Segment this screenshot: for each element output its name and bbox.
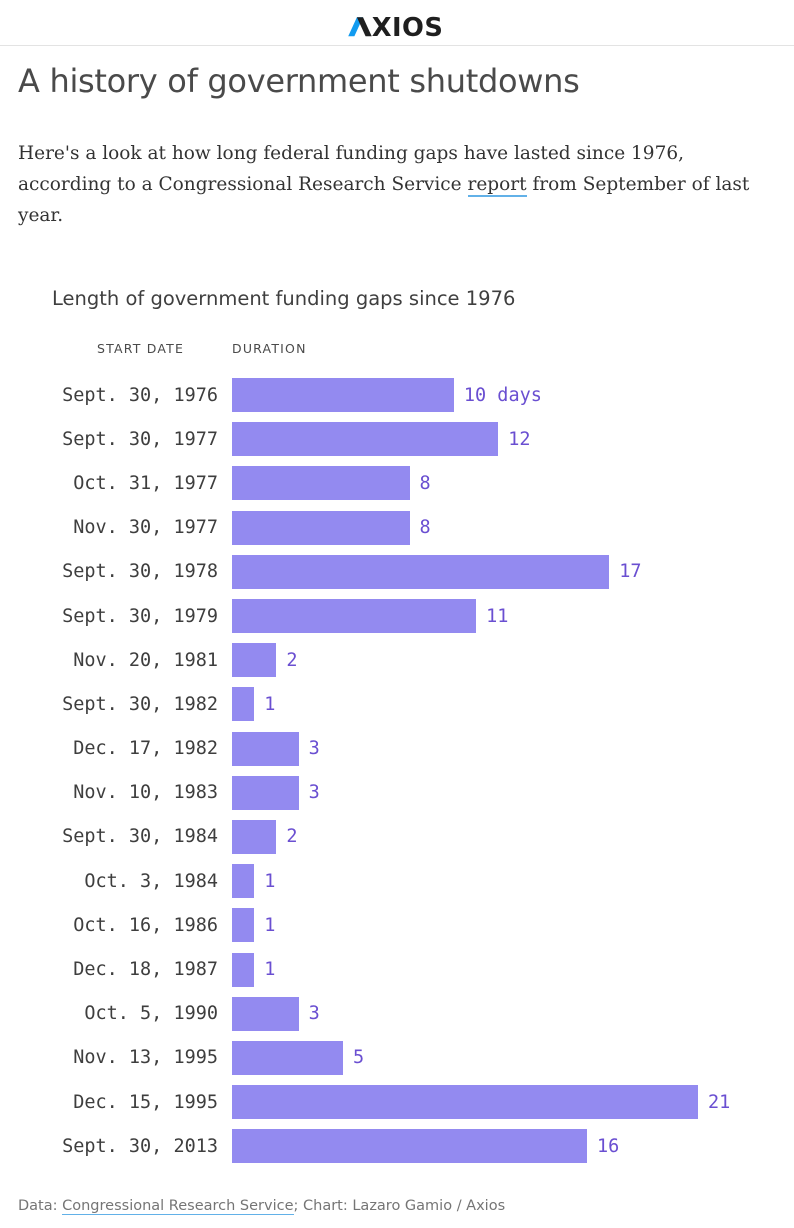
- row-start-date: Nov. 30, 1977: [73, 517, 218, 539]
- report-link[interactable]: report: [467, 174, 527, 197]
- duration-value-label: 21: [708, 1091, 731, 1113]
- row-start-date: Nov. 20, 1981: [73, 649, 218, 671]
- row-start-date: Sept. 30, 1982: [62, 693, 218, 715]
- column-header-duration: DURATION: [232, 341, 307, 356]
- intro-text-before: Here's a look at how long federal fundin…: [18, 143, 684, 195]
- chart-row: Nov. 10, 1983 3: [18, 771, 776, 815]
- duration-value-label: 1: [264, 914, 276, 936]
- chart-row: Dec. 15, 1995 21: [18, 1080, 776, 1124]
- duration-bar: [232, 510, 410, 545]
- duration-bar: [232, 819, 277, 854]
- chart-title: Length of government funding gaps since …: [52, 287, 516, 310]
- duration-value-label: 3: [308, 782, 320, 804]
- duration-bar: [232, 775, 299, 810]
- duration-value-label: 8: [419, 472, 431, 494]
- duration-value-label: 3: [308, 738, 320, 760]
- row-start-date: Oct. 31, 1977: [73, 472, 218, 494]
- chart-row: Sept. 30, 1977 12: [18, 417, 776, 461]
- chart-row: Dec. 18, 1987 1: [18, 947, 776, 991]
- chart-row: Oct. 16, 1986 1: [18, 903, 776, 947]
- row-start-date: Dec. 15, 1995: [73, 1091, 218, 1113]
- chart-row: Sept. 30, 1984 2: [18, 815, 776, 859]
- row-start-date: Oct. 16, 1986: [73, 914, 218, 936]
- footer-suffix: ; Chart: Lazaro Gamio / Axios: [293, 1198, 506, 1215]
- intro-text-after: from September of last year.: [18, 174, 750, 226]
- duration-value-label: 5: [353, 1047, 365, 1069]
- row-start-date: Sept. 30, 1976: [62, 384, 218, 406]
- chart-row: Oct. 3, 1984 1: [18, 859, 776, 903]
- page-title: A history of government shutdowns: [18, 62, 580, 100]
- duration-bar: [232, 1085, 698, 1120]
- chart-row: Dec. 17, 1982 3: [18, 727, 776, 771]
- row-start-date: Sept. 30, 1984: [62, 826, 218, 848]
- chart-row: Nov. 20, 1981 2: [18, 638, 776, 682]
- article: A history of government shutdowns Here's…: [0, 61, 794, 1228]
- intro-paragraph: Here's a look at how long federal fundin…: [18, 138, 768, 231]
- row-start-date: Sept. 30, 1978: [62, 561, 218, 583]
- duration-value-label: 1: [264, 870, 276, 892]
- duration-value-label: 12: [508, 428, 531, 450]
- axios-logo-letters: XIOS: [372, 13, 444, 38]
- row-start-date: Nov. 10, 1983: [73, 782, 218, 804]
- duration-value-label: 17: [619, 561, 642, 583]
- duration-value-label: 11: [486, 605, 509, 627]
- duration-bar: [232, 1040, 343, 1075]
- axios-logo[interactable]: XIOS: [346, 10, 448, 38]
- duration-value-label: 8: [419, 517, 431, 539]
- duration-bar: [232, 466, 410, 501]
- row-start-date: Dec. 17, 1982: [73, 738, 218, 760]
- row-start-date: Oct. 3, 1984: [84, 870, 218, 892]
- duration-value-label: 16: [597, 1135, 620, 1157]
- row-start-date: Dec. 18, 1987: [73, 959, 218, 981]
- chart-row: Sept. 30, 1979 11: [18, 594, 776, 638]
- duration-bar: [232, 731, 299, 766]
- chart-column-headers: START DATE DURATION: [18, 341, 776, 356]
- duration-bar: [232, 599, 477, 634]
- duration-value-label: 1: [264, 959, 276, 981]
- duration-bar: [232, 996, 299, 1031]
- duration-bar: [232, 908, 255, 943]
- row-start-date: Oct. 5, 1990: [84, 1003, 218, 1025]
- source-credit: Data: Congressional Research Service; Ch…: [18, 1198, 776, 1228]
- duration-value-label: 2: [286, 826, 298, 848]
- duration-value-label: 1: [264, 693, 276, 715]
- chart-row: Oct. 5, 1990 3: [18, 992, 776, 1036]
- chart-rows: Sept. 30, 1976 10 days Sept. 30, 1977 12 Oct…: [18, 373, 776, 1168]
- footer-prefix: Data:: [18, 1198, 63, 1215]
- duration-value-label: 2: [286, 649, 298, 671]
- chart-row: Sept. 30, 1976 10 days: [18, 373, 776, 417]
- duration-bar: [232, 422, 499, 457]
- chart-row: Sept. 30, 1978 17: [18, 550, 776, 594]
- chart-row: Sept. 30, 2013 16: [18, 1124, 776, 1168]
- funding-gaps-chart: Length of government funding gaps since …: [18, 287, 776, 1168]
- duration-bar: [232, 1129, 587, 1164]
- source-link[interactable]: Congressional Research Service: [62, 1198, 294, 1216]
- duration-bar: [232, 554, 610, 589]
- row-start-date: Sept. 30, 1979: [62, 605, 218, 627]
- duration-bar: [232, 864, 255, 899]
- duration-bar: [232, 687, 255, 722]
- duration-value-label: 10 days: [463, 384, 542, 406]
- chart-row: Nov. 13, 1995 5: [18, 1036, 776, 1080]
- row-start-date: Sept. 30, 2013: [62, 1135, 218, 1157]
- chart-row: Oct. 31, 1977 8: [18, 461, 776, 505]
- duration-bar: [232, 952, 255, 987]
- duration-bar: [232, 378, 454, 413]
- axios-logo-right-stroke: [356, 16, 372, 36]
- duration-value-label: 3: [308, 1003, 320, 1025]
- chart-row: Sept. 30, 1982 1: [18, 682, 776, 726]
- site-header: XIOS: [0, 0, 794, 46]
- column-header-start-date: START DATE: [97, 341, 185, 356]
- chart-row: Nov. 30, 1977 8: [18, 506, 776, 550]
- duration-bar: [232, 643, 277, 678]
- row-start-date: Sept. 30, 1977: [62, 428, 218, 450]
- row-start-date: Nov. 13, 1995: [73, 1047, 218, 1069]
